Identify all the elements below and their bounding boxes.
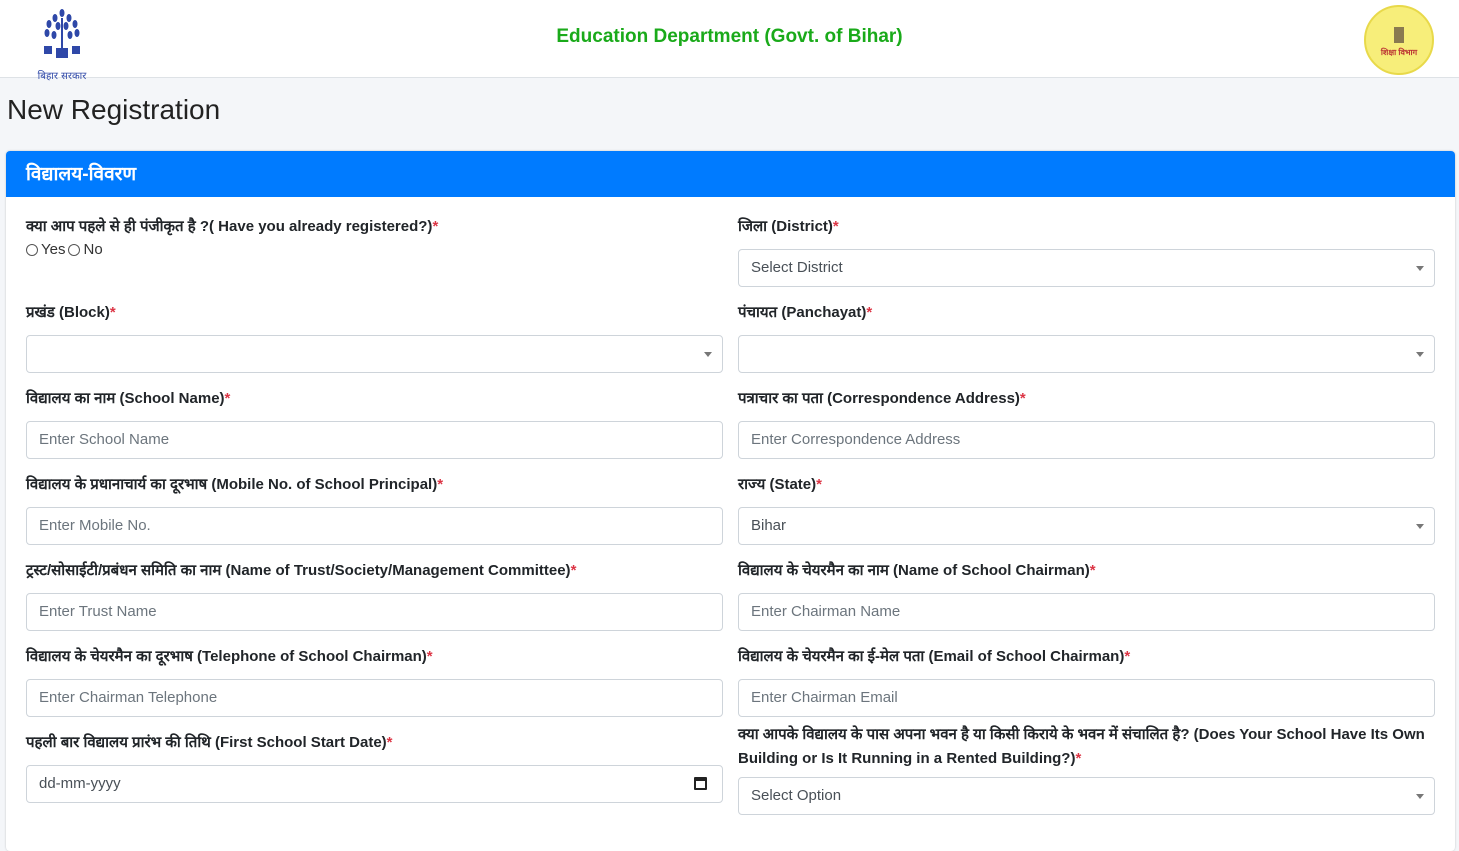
block-select[interactable] bbox=[26, 335, 723, 373]
chevron-down-icon bbox=[1416, 266, 1424, 271]
trust-input[interactable]: Enter Trust Name bbox=[26, 593, 723, 631]
building-field: क्या आपके विद्यालय के पास अपना भवन है या… bbox=[738, 726, 1435, 843]
bihar-govt-logo: बिहार सरकार bbox=[34, 8, 90, 82]
district-select[interactable]: Select District bbox=[738, 249, 1435, 287]
state-select[interactable]: Bihar bbox=[738, 507, 1435, 545]
panchayat-field: पंचायत (Panchayat)* bbox=[738, 303, 1435, 389]
trust-field: ट्रस्ट/सोसाईटी/प्रबंधन समिति का नाम (Nam… bbox=[26, 561, 723, 647]
chairman-email-field: विद्यालय के चेयरमैन का ई-मेल पता (Email … bbox=[738, 647, 1435, 733]
start-date-field: पहली बार विद्यालय प्रारंभ की तिथि (First… bbox=[26, 733, 723, 819]
chairman-telephone-field: विद्यालय के चेयरमैन का दूरभाष (Telephone… bbox=[26, 647, 723, 733]
section-title: विद्यालय-विवरण bbox=[6, 151, 1455, 197]
radio-no[interactable] bbox=[68, 243, 81, 256]
page-title: New Registration bbox=[7, 94, 221, 125]
chairman-telephone-input[interactable]: Enter Chairman Telephone bbox=[26, 679, 723, 717]
chairman-name-input[interactable]: Enter Chairman Name bbox=[738, 593, 1435, 631]
chevron-down-icon bbox=[704, 352, 712, 357]
chevron-down-icon bbox=[1416, 352, 1424, 357]
chairman-field: विद्यालय के चेयरमैन का नाम (Name of Scho… bbox=[738, 561, 1435, 647]
start-date-input[interactable]: dd-mm-yyyy bbox=[26, 765, 723, 803]
radio-yes[interactable] bbox=[26, 243, 38, 256]
school-name-field: विद्यालय का नाम (School Name)* Enter Sch… bbox=[26, 389, 723, 475]
panchayat-select[interactable] bbox=[738, 335, 1435, 373]
school-name-input[interactable]: Enter School Name bbox=[26, 421, 723, 459]
mobile-input[interactable]: Enter Mobile No. bbox=[26, 507, 723, 545]
chevron-down-icon bbox=[1416, 794, 1424, 799]
state-field: राज्य (State)* Bihar bbox=[738, 475, 1435, 561]
education-dept-logo: शिक्षा विभाग bbox=[1364, 5, 1434, 75]
registration-form: क्या आप पहले से ही पंजीकृत है ?( Have yo… bbox=[26, 217, 1435, 843]
calendar-icon[interactable] bbox=[694, 777, 707, 790]
address-field: पत्राचार का पता (Correspondence Address)… bbox=[738, 389, 1435, 475]
emblem-icon bbox=[1394, 26, 1404, 43]
building-select[interactable]: Select Option bbox=[738, 777, 1435, 815]
top-header: बिहार सरकार Education Department (Govt. … bbox=[0, 0, 1459, 82]
chevron-down-icon bbox=[1416, 524, 1424, 529]
mobile-field: विद्यालय के प्रधानाचार्य का दूरभाष (Mobi… bbox=[26, 475, 723, 561]
registered-field: क्या आप पहले से ही पंजीकृत है ?( Have yo… bbox=[26, 218, 439, 258]
block-field: प्रखंड (Block)* bbox=[26, 303, 723, 389]
chairman-email-input[interactable]: Enter Chairman Email bbox=[738, 679, 1435, 717]
site-title: Education Department (Govt. of Bihar) bbox=[556, 26, 903, 47]
tree-emblem-icon bbox=[44, 9, 80, 58]
address-input[interactable]: Enter Correspondence Address bbox=[738, 421, 1435, 459]
district-field: जिला (District)* Select District bbox=[738, 217, 1435, 303]
registration-card: विद्यालय-विवरण क्या आप पहले से ही पंजीकृ… bbox=[6, 151, 1455, 851]
